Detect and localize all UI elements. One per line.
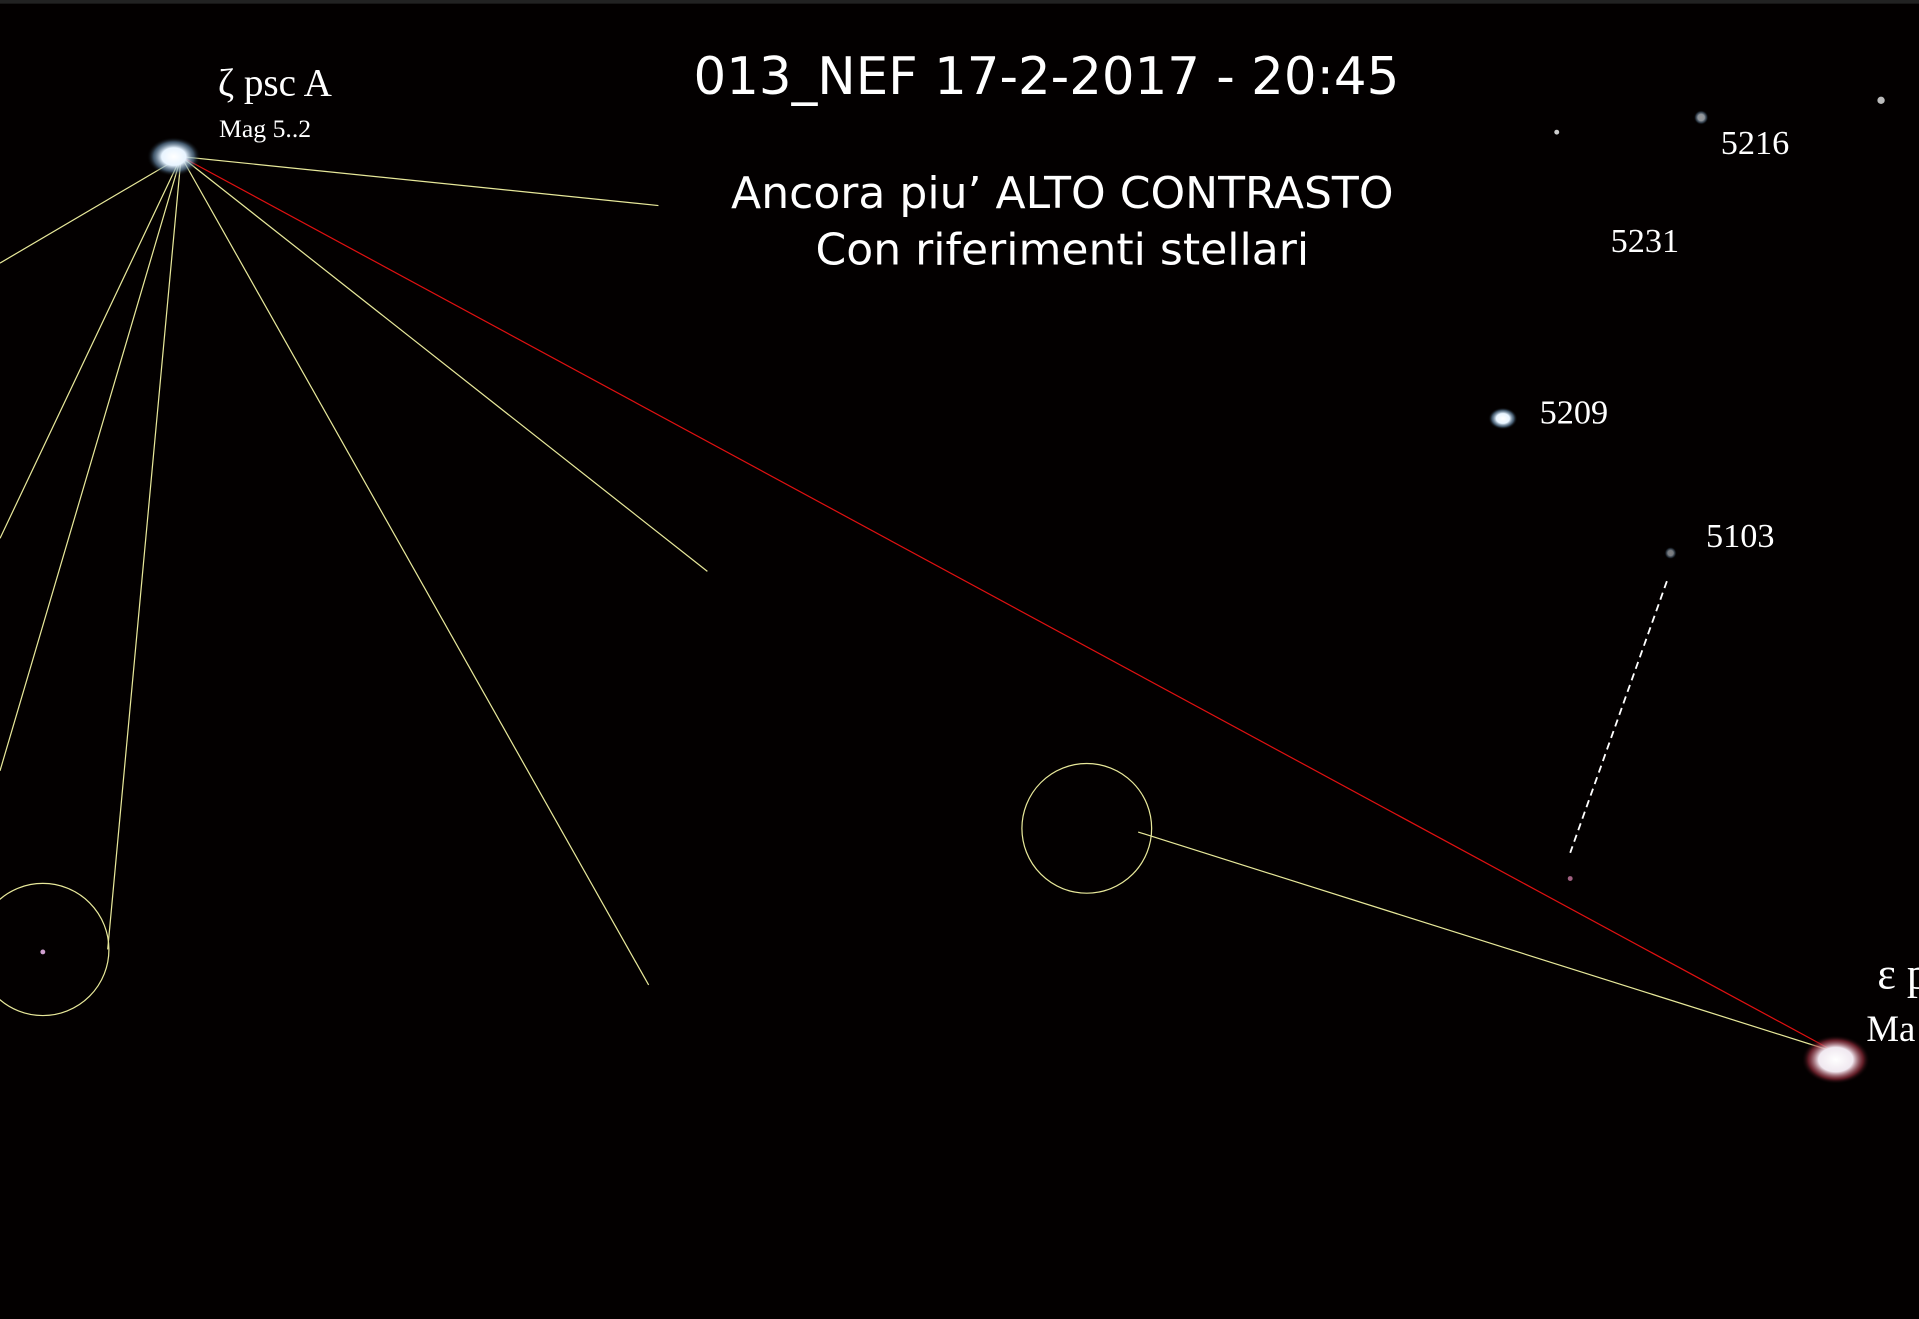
star [40, 949, 46, 955]
subtitle: Con riferimenti stellari [816, 224, 1310, 275]
guide-line [0, 156, 182, 539]
star-magnitude: Ma [1866, 1008, 1915, 1049]
star-label: 5216 [1721, 124, 1790, 162]
stars [40, 96, 1885, 1085]
star-magnitude: Mag 5..2 [219, 114, 311, 143]
red-line [180, 156, 1837, 1053]
star [146, 137, 201, 177]
star-label: ζ psc A [218, 61, 332, 104]
star [1877, 96, 1885, 105]
guide-line [0, 156, 182, 264]
star-label: 5209 [1540, 393, 1609, 431]
star [1488, 407, 1518, 430]
guide-line [1137, 831, 1836, 1053]
star [1801, 1035, 1871, 1085]
target-circle [1021, 762, 1153, 894]
star-label: 5231 [1611, 222, 1680, 260]
guide-line [181, 156, 659, 207]
target-circle [0, 882, 110, 1017]
star [1567, 876, 1573, 881]
subtitle: Ancora piu’ ALTO CONTRASTO [731, 168, 1393, 219]
star [1693, 110, 1709, 125]
guide-line [180, 156, 650, 986]
guide-line [180, 156, 708, 572]
star-label: ε p [1877, 950, 1919, 999]
star [1554, 129, 1560, 135]
guide-line [0, 156, 182, 772]
top-edge [0, 0, 1919, 4]
title: 013_NEF 17-2-2017 - 20:45 [694, 47, 1400, 107]
star-label: 5103 [1706, 517, 1775, 555]
guide-line [107, 156, 182, 950]
star [1664, 546, 1677, 560]
guide-lines [0, 156, 1836, 1053]
